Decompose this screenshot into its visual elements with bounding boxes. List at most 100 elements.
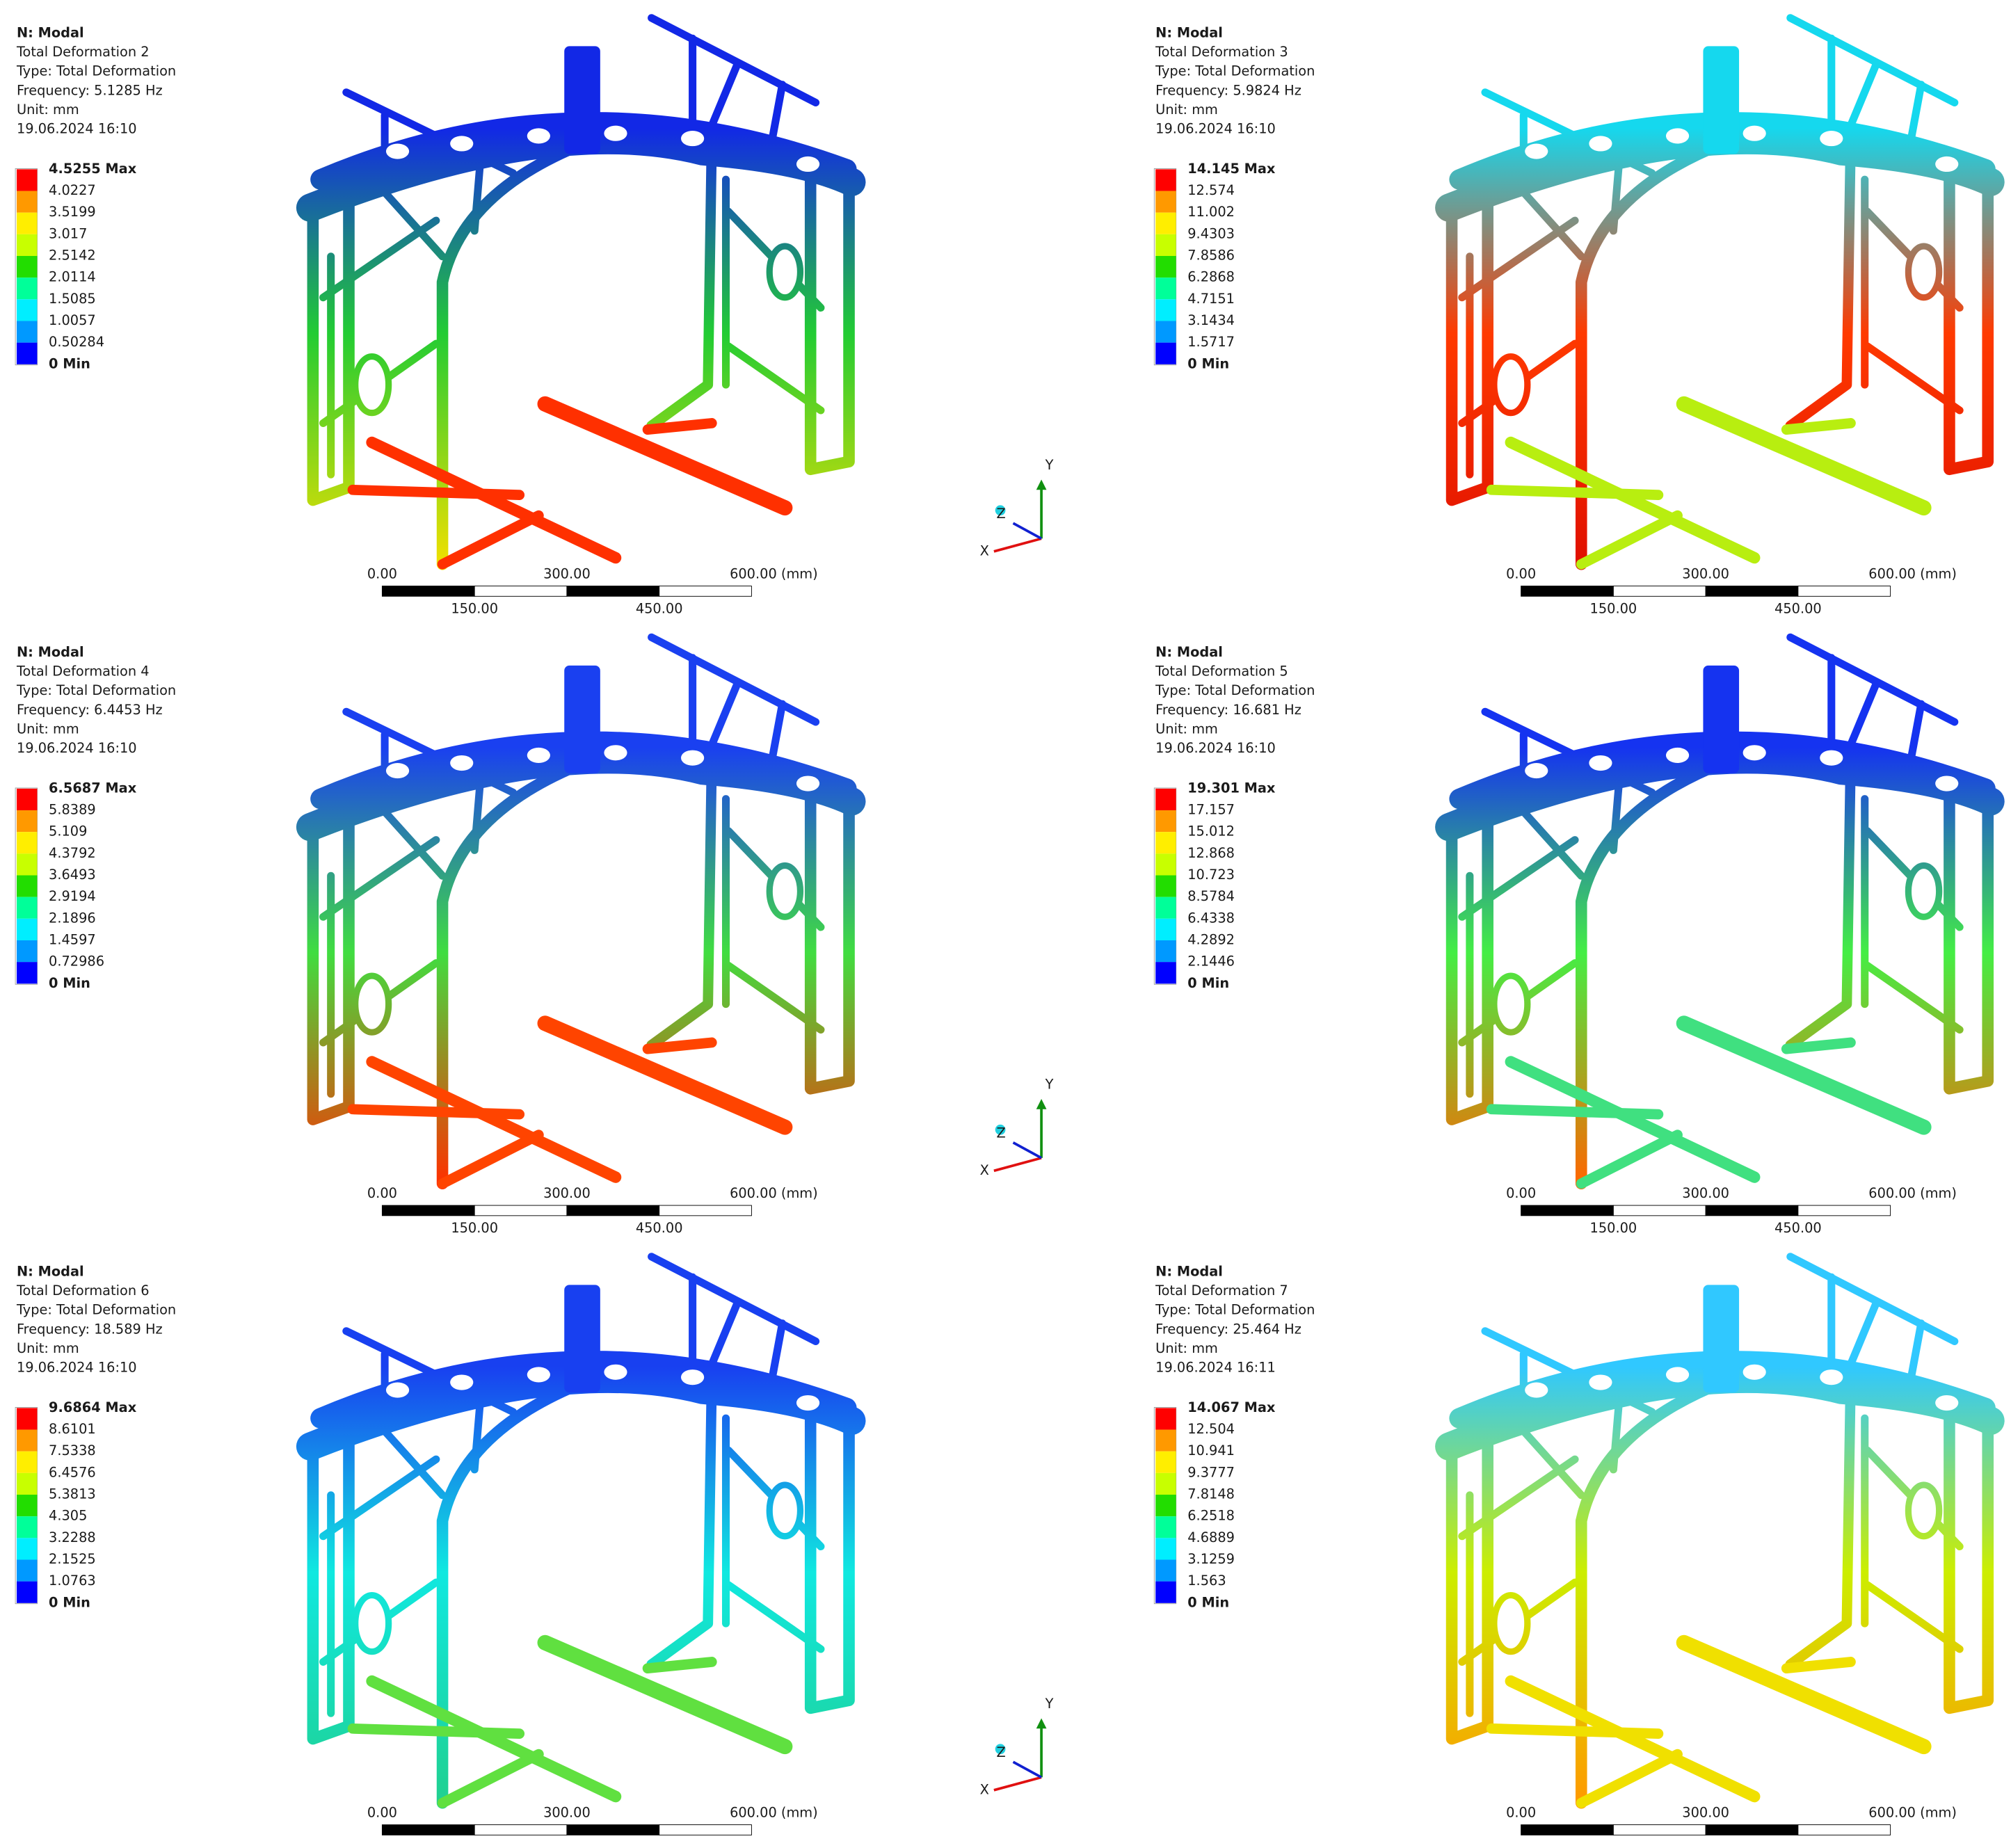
frame-member — [436, 138, 590, 570]
header-title: Total Deformation 7 — [1155, 1283, 1288, 1299]
legend-band — [1155, 321, 1176, 343]
scale-label: 300.00 — [1682, 1804, 1729, 1820]
legend-label: 0 Min — [49, 355, 90, 371]
cutout — [385, 763, 410, 779]
scale-label: 0.00 — [1506, 1804, 1536, 1820]
legend-band — [16, 321, 38, 343]
mast — [1703, 1285, 1740, 1393]
header-frequency: Frequency: 6.4453 Hz — [17, 702, 163, 718]
foot-member — [1505, 1056, 1761, 1183]
header-unit: Unit: mm — [1155, 721, 1218, 737]
legend-label: 7.8148 — [1187, 1486, 1235, 1502]
foot-member — [642, 418, 717, 435]
cutout — [450, 1374, 474, 1390]
scale-segment — [566, 586, 660, 597]
frame-member — [1458, 836, 1579, 1098]
legend-band — [1155, 278, 1176, 300]
legend-band — [16, 875, 38, 897]
cutout — [766, 1481, 804, 1540]
header-frequency: Frequency: 16.681 Hz — [1155, 702, 1301, 718]
legend-band — [1155, 1495, 1176, 1517]
cutout — [1665, 128, 1690, 144]
scale-label: 450.00 — [1774, 1220, 1822, 1236]
legend-label: 0 Min — [1187, 1594, 1229, 1610]
header-title: Total Deformation 3 — [1155, 44, 1288, 60]
frame-member — [648, 1253, 820, 1397]
frame-member — [1458, 216, 1579, 479]
cutout — [1935, 1395, 1959, 1411]
frame-member — [342, 1327, 518, 1500]
mast — [564, 665, 600, 773]
legend-label: 14.067 Max — [1187, 1399, 1276, 1415]
legend-band — [16, 962, 38, 984]
legend-band — [16, 191, 38, 213]
legend-band — [1155, 940, 1176, 963]
header-frequency: Frequency: 18.589 Hz — [17, 1321, 163, 1337]
cutout — [352, 1591, 392, 1655]
scale-label: 300.00 — [543, 1185, 591, 1201]
frame-member — [319, 836, 440, 1098]
frame-member — [1445, 184, 1493, 506]
frame-member — [804, 787, 855, 1095]
legend-band — [16, 256, 38, 278]
legend-label: 4.0227 — [49, 182, 96, 198]
axis-label: Z — [997, 1744, 1006, 1760]
frame-member — [1481, 88, 1656, 261]
result-panel: N: Modal Total Deformation 3 Type: Total D… — [1153, 14, 2005, 616]
frame-member — [436, 757, 590, 1190]
legend-label: 4.2892 — [1187, 931, 1235, 947]
frame-member — [1944, 1406, 1994, 1714]
result-panel: N: Modal Total Deformation 2 Type: Total D… — [15, 14, 1054, 616]
frame-member — [1785, 755, 1856, 1050]
legend-label: 2.9194 — [49, 888, 96, 904]
scale-label: 150.00 — [451, 600, 498, 616]
header-system: N: Modal — [17, 644, 84, 660]
result-panel: N: Modal Total Deformation 7 Type: Total D… — [1153, 1253, 2005, 1835]
legend-label: 9.6864 Max — [49, 1399, 137, 1415]
legend-band — [16, 1408, 38, 1430]
cutout — [1525, 143, 1548, 159]
legend-label: 3.2288 — [49, 1529, 96, 1545]
legend-label: 5.3813 — [49, 1486, 96, 1502]
legend-label: 6.2518 — [1187, 1508, 1235, 1524]
legend-band — [1155, 962, 1176, 984]
axis-z — [1012, 1141, 1042, 1159]
legend-label: 2.1896 — [49, 910, 96, 926]
legend-label: 11.002 — [1187, 204, 1235, 220]
axis-label: Z — [997, 1125, 1006, 1141]
axis-x — [993, 537, 1042, 553]
cutout — [681, 750, 705, 766]
scale-segment — [1612, 1205, 1706, 1216]
legend-band — [16, 1495, 38, 1517]
frame-member — [648, 633, 820, 778]
frame-member — [1481, 707, 1656, 880]
legend-label: 4.6889 — [1187, 1529, 1235, 1545]
foot-member — [347, 1723, 525, 1739]
legend-band — [16, 342, 38, 364]
legend-band — [16, 1538, 38, 1560]
frame-member — [319, 1455, 440, 1717]
structure — [296, 14, 866, 570]
legend-label: 3.1259 — [1187, 1551, 1235, 1567]
legend-band — [1155, 342, 1176, 364]
frame-member — [319, 216, 440, 479]
legend-band — [1155, 212, 1176, 234]
foot-member — [347, 484, 525, 501]
scale-segment — [659, 586, 752, 597]
header-title: Total Deformation 2 — [16, 44, 150, 60]
frame-member — [1445, 1422, 1493, 1745]
legend-label: 10.723 — [1187, 867, 1235, 883]
frame-member — [646, 1374, 717, 1670]
frame-member — [1445, 803, 1493, 1125]
frame-member — [307, 1422, 355, 1745]
frame-member — [342, 707, 518, 880]
scale-segment — [1521, 1824, 1614, 1835]
cutout — [1665, 1367, 1690, 1383]
scale-segment — [1705, 1824, 1799, 1835]
header-timestamp: 19.06.2024 16:10 — [1155, 740, 1276, 756]
foot-member — [537, 1634, 793, 1755]
arrow-y — [1036, 1718, 1047, 1729]
result-panel: N: Modal Total Deformation 5 Type: Total D… — [1153, 633, 2005, 1236]
legend-label: 0 Min — [1187, 975, 1229, 991]
